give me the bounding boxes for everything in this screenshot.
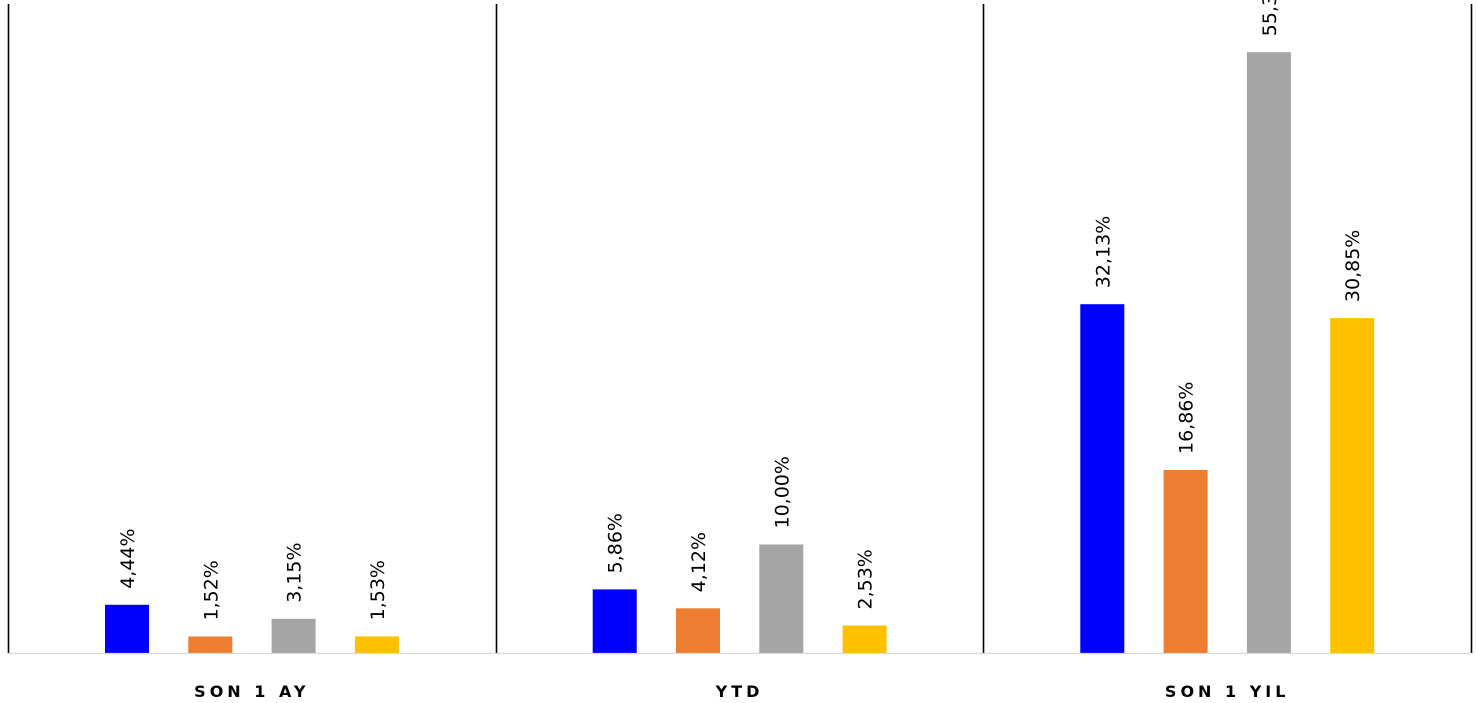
bar-3-1 bbox=[1080, 304, 1125, 653]
category-label-2: YTD bbox=[715, 682, 764, 701]
value-label-1-1: 4,44% bbox=[117, 528, 139, 588]
value-label-1-4: 1,53% bbox=[367, 560, 389, 620]
value-label-3-3: 55,35% bbox=[1259, 0, 1281, 36]
value-label-3-1: 32,13% bbox=[1092, 216, 1114, 288]
value-label-1-3: 3,15% bbox=[284, 542, 306, 602]
category-label-3: SON 1 YIL bbox=[1165, 682, 1290, 701]
bar-3-4 bbox=[1330, 318, 1375, 653]
bar-2-2 bbox=[676, 608, 720, 653]
value-label-3-4: 30,85% bbox=[1342, 230, 1364, 302]
bar-3-3 bbox=[1246, 52, 1291, 653]
value-label-2-4: 2,53% bbox=[855, 549, 877, 609]
bar-1-1 bbox=[105, 604, 149, 653]
bar-2-1 bbox=[592, 589, 637, 653]
value-label-1-2: 1,52% bbox=[200, 560, 222, 620]
bar-2-3 bbox=[759, 544, 804, 654]
value-label-3-2: 16,86% bbox=[1176, 382, 1198, 454]
category-label-1: SON 1 AY bbox=[194, 682, 309, 701]
value-label-2-3: 10,00% bbox=[771, 456, 793, 528]
value-label-2-2: 4,12% bbox=[688, 532, 710, 592]
bar-1-2 bbox=[188, 636, 233, 653]
bar-3-2 bbox=[1163, 470, 1208, 653]
bar-1-4 bbox=[354, 636, 399, 653]
value-label-2-1: 5,86% bbox=[605, 513, 627, 573]
bar-1-3 bbox=[271, 618, 316, 653]
bar-2-4 bbox=[842, 625, 887, 653]
